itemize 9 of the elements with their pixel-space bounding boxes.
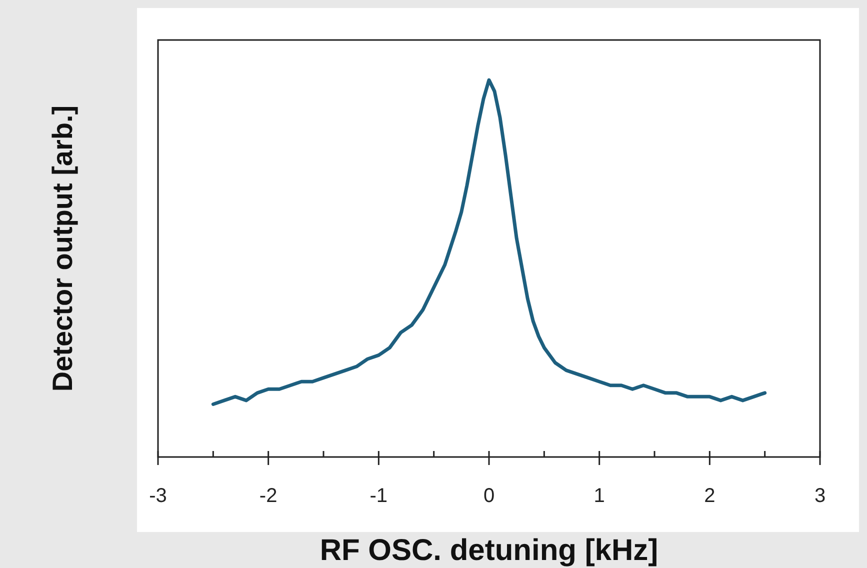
x-tick-label: 3 xyxy=(814,485,826,507)
x-tick-label: -3 xyxy=(149,485,167,507)
x-tick-label: 2 xyxy=(704,485,716,507)
x-axis-title: RF OSC. detuning [kHz] xyxy=(320,534,658,567)
x-tick-label: 0 xyxy=(483,485,495,507)
x-tick-label: -2 xyxy=(259,485,278,507)
x-tick-label: -1 xyxy=(370,485,388,507)
y-axis-title: Detector output [arb.] xyxy=(47,105,78,392)
x-tick-label: 1 xyxy=(594,485,605,507)
